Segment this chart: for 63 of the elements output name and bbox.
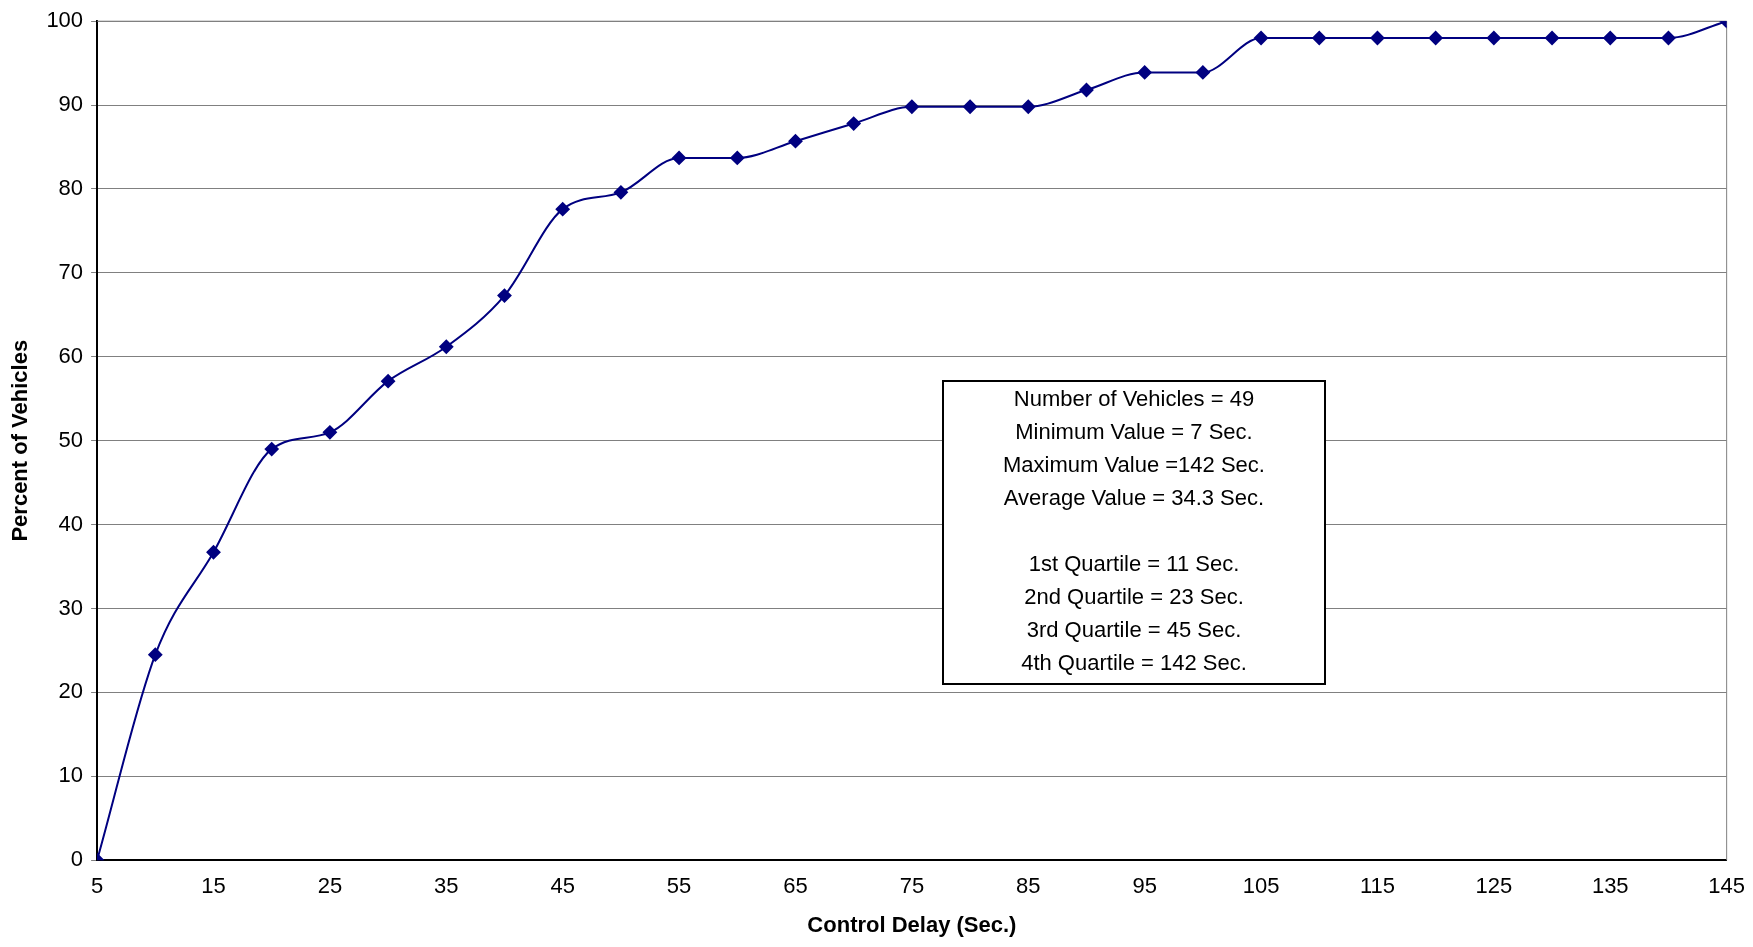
point	[1021, 99, 1036, 114]
point	[788, 134, 803, 149]
point	[1137, 65, 1152, 80]
x-tick-label: 115	[1359, 873, 1395, 899]
x-tick-label: 135	[1591, 873, 1629, 899]
point	[904, 99, 919, 114]
point	[439, 339, 454, 354]
point	[963, 99, 978, 114]
point	[1079, 83, 1094, 97]
point	[1195, 65, 1210, 80]
x-tick-label: 5	[90, 873, 104, 899]
x-tick-label: 125	[1475, 873, 1513, 899]
point	[555, 202, 570, 217]
point	[613, 185, 628, 200]
point	[730, 150, 745, 165]
point	[1545, 30, 1560, 45]
x-tick-label: 15	[201, 873, 226, 899]
annotation: Maximum Value =142 Sec.	[1002, 451, 1266, 479]
annotation: Number of Vehicles = 49	[1012, 385, 1256, 413]
x-tick-label: 85	[1016, 873, 1041, 899]
y-tick-label: 20	[58, 678, 84, 704]
point	[1486, 30, 1501, 45]
point	[1603, 30, 1618, 45]
y-axis-title: Percent of Vehicles	[7, 339, 33, 542]
x-tick-label: 75	[899, 873, 925, 899]
annotation: 3rd Quartile = 45 Sec.	[1025, 616, 1243, 644]
y-tick-label: 0	[70, 846, 84, 872]
x-tick-label: 105	[1242, 873, 1280, 899]
annotation: 2nd Quartile = 23 Sec.	[1023, 583, 1245, 611]
annotation: Average Value = 34.3 Sec.	[1002, 484, 1266, 512]
point	[1312, 30, 1327, 45]
point	[1370, 30, 1385, 45]
point	[497, 288, 512, 303]
x-tick-label: 145	[1708, 873, 1746, 899]
y-tick-label: 90	[58, 91, 84, 117]
y-tick-label: 30	[58, 594, 84, 620]
point	[1661, 30, 1676, 45]
point	[672, 150, 687, 165]
y-tick-label: 80	[58, 175, 84, 201]
point	[264, 442, 279, 457]
y-tick-label: 40	[58, 510, 84, 536]
point	[1428, 30, 1443, 45]
x-tick-label: 95	[1132, 873, 1157, 899]
y-tick-label: 10	[58, 762, 84, 788]
x-tick-label: 55	[666, 873, 692, 899]
y-tick-label: 50	[58, 426, 84, 452]
annotation: 1st Quartile = 11 Sec.	[1027, 550, 1241, 578]
point	[148, 647, 163, 662]
point	[381, 374, 396, 389]
x-tick-label: 65	[783, 873, 808, 899]
x-tick-label: 25	[317, 873, 343, 899]
annotation: Minimum Value = 7 Sec.	[1014, 418, 1254, 446]
x-tick-label: 35	[434, 873, 459, 899]
point	[206, 545, 221, 560]
point	[322, 425, 337, 440]
x-tick-label: 45	[550, 873, 575, 899]
y-tick-label: 60	[58, 342, 84, 368]
y-tick-label: 70	[58, 258, 84, 284]
point	[846, 116, 861, 131]
x-axis-title: Control Delay (Sec.)	[807, 911, 1017, 937]
annotation: 4th Quartile = 142 Sec.	[1020, 649, 1248, 677]
point	[1254, 30, 1269, 45]
y-tick-label: 100	[46, 7, 84, 33]
